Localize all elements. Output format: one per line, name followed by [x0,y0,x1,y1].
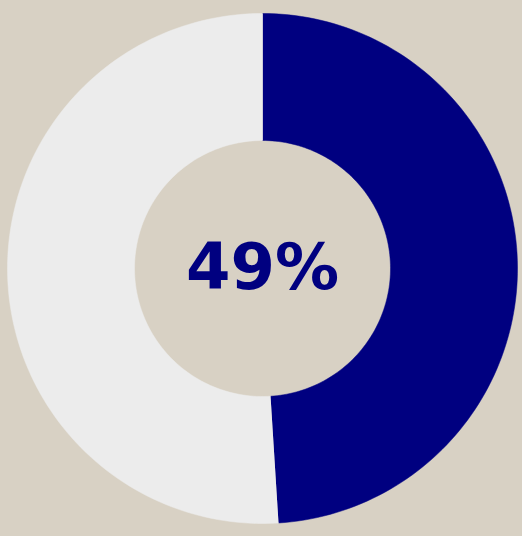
svg-text:49%: 49% [186,230,339,304]
